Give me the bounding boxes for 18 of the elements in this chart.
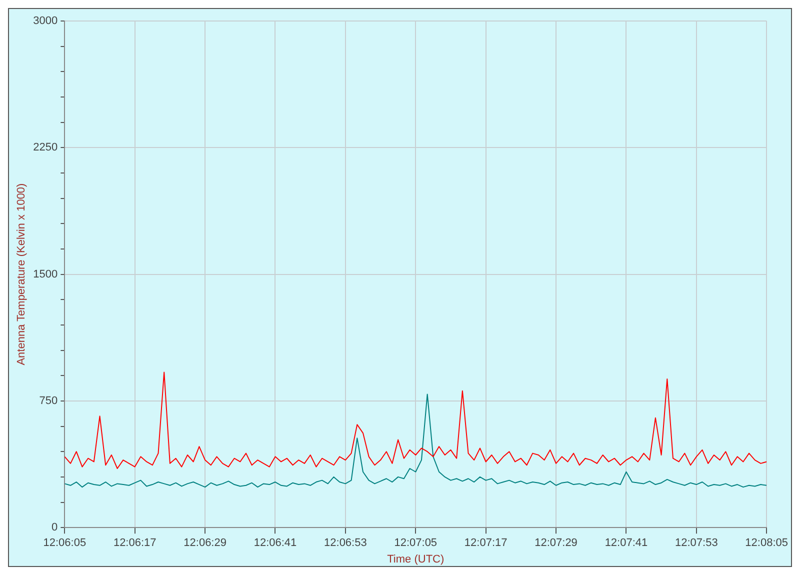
y-tick-label: 1500	[33, 268, 58, 280]
x-tick-label: 12:07:17	[464, 537, 508, 550]
y-tick-label: 2250	[33, 142, 58, 154]
x-axis-title: Time (UTC)	[387, 553, 444, 566]
y-tick-label: 0	[52, 522, 58, 534]
x-tick-label: 12:06:29	[184, 537, 226, 550]
y-tick-label: 3000	[33, 15, 58, 28]
x-tick-label: 12:06:41	[254, 537, 297, 550]
x-tick-label: 12:06:53	[324, 537, 367, 550]
y-tick-label: 750	[39, 394, 58, 407]
x-tick-label: 12:07:41	[604, 537, 648, 550]
y-axis-title: Antenna Temperature (Kelvin x 1000)	[16, 183, 28, 366]
x-tick-label: 12:07:05	[394, 537, 438, 550]
x-tick-label: 12:06:17	[113, 537, 156, 550]
x-tick-label: 12:08:05	[745, 537, 788, 550]
x-tick-label: 12:07:53	[674, 537, 718, 550]
x-tick-label: 12:06:05	[43, 537, 86, 550]
x-tick-label: 12:07:29	[534, 537, 578, 550]
